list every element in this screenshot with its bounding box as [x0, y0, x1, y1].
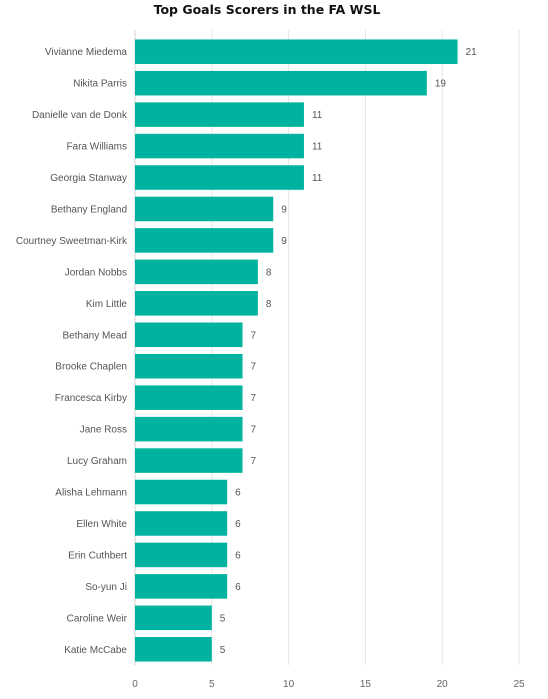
data-label: 7	[251, 456, 257, 467]
bar	[135, 70, 427, 96]
category-label: Francesca Kirby	[55, 393, 127, 404]
category-label: Fara Williams	[66, 142, 127, 153]
category-label: Katie McCabe	[64, 645, 127, 656]
data-label: 7	[251, 393, 257, 404]
bar	[135, 416, 243, 442]
category-label: Bethany England	[51, 204, 127, 215]
data-label: 9	[281, 236, 287, 247]
bar	[135, 353, 243, 379]
category-label: Lucy Graham	[67, 456, 127, 467]
bar	[135, 385, 243, 410]
data-label: 7	[251, 425, 257, 436]
data-label: 5	[220, 613, 226, 624]
bars	[135, 39, 458, 662]
data-labels: 21 19 11 11 11 9 9 8 8 7 7 7 7 7 6 6 6 6 5 5	[220, 47, 477, 656]
bar	[135, 448, 243, 473]
data-label: 7	[251, 330, 257, 341]
category-label: Caroline Weir	[67, 613, 128, 624]
data-label: 6	[235, 550, 241, 561]
data-label: 6	[235, 519, 241, 530]
bar	[135, 228, 274, 253]
bar	[135, 479, 228, 505]
category-label: Georgia Stanway	[50, 173, 127, 184]
category-labels: Vivianne Miedema Nikita Parris Danielle va…	[16, 47, 128, 656]
data-label: 11	[312, 173, 323, 184]
bar	[135, 542, 228, 568]
bar	[135, 39, 458, 64]
data-label: 11	[312, 110, 323, 121]
x-tick-label: 0	[132, 679, 138, 690]
category-label: Danielle van de Donk	[32, 110, 128, 121]
category-label: Kim Little	[86, 299, 128, 310]
data-label: 19	[435, 79, 447, 90]
category-label: Courtney Sweetman-Kirk	[16, 236, 128, 247]
bar	[135, 574, 228, 599]
bar	[135, 511, 228, 536]
x-tick-label: 20	[437, 679, 449, 690]
bar	[135, 196, 274, 222]
category-label: Vivianne Miedema	[45, 47, 128, 58]
data-label: 9	[281, 204, 287, 215]
bar	[135, 322, 243, 348]
bar	[135, 291, 258, 316]
data-label: 6	[235, 488, 241, 499]
category-label: Bethany Mead	[63, 330, 128, 341]
category-label: Ellen White	[76, 519, 127, 530]
data-label: 21	[466, 47, 478, 58]
category-label: Jordan Nobbs	[65, 267, 127, 278]
bar	[135, 133, 304, 159]
bar	[135, 259, 258, 285]
category-label: Jane Ross	[80, 425, 127, 436]
category-label: Brooke Chaplen	[55, 362, 127, 373]
x-tick-label: 25	[513, 679, 525, 690]
x-axis-ticks: 0 5 10 15 20 25	[132, 679, 525, 690]
x-tick-label: 10	[283, 679, 295, 690]
category-label: So-yun Ji	[85, 582, 127, 593]
data-label: 8	[266, 299, 272, 310]
bar	[135, 165, 304, 190]
category-label: Erin Cuthbert	[68, 550, 127, 561]
data-label: 6	[235, 582, 241, 593]
data-label: 7	[251, 362, 257, 373]
bar	[135, 637, 212, 662]
bar	[135, 605, 212, 631]
data-label: 8	[266, 267, 272, 278]
category-label: Alisha Lehmann	[55, 488, 127, 499]
x-tick-label: 15	[360, 679, 372, 690]
chart-title: Top Goals Scorers in the FA WSL	[154, 2, 381, 17]
bar	[135, 102, 304, 127]
data-label: 11	[312, 142, 323, 153]
category-label: Nikita Parris	[73, 79, 127, 90]
data-label: 5	[220, 645, 226, 656]
x-tick-label: 5	[209, 679, 215, 690]
